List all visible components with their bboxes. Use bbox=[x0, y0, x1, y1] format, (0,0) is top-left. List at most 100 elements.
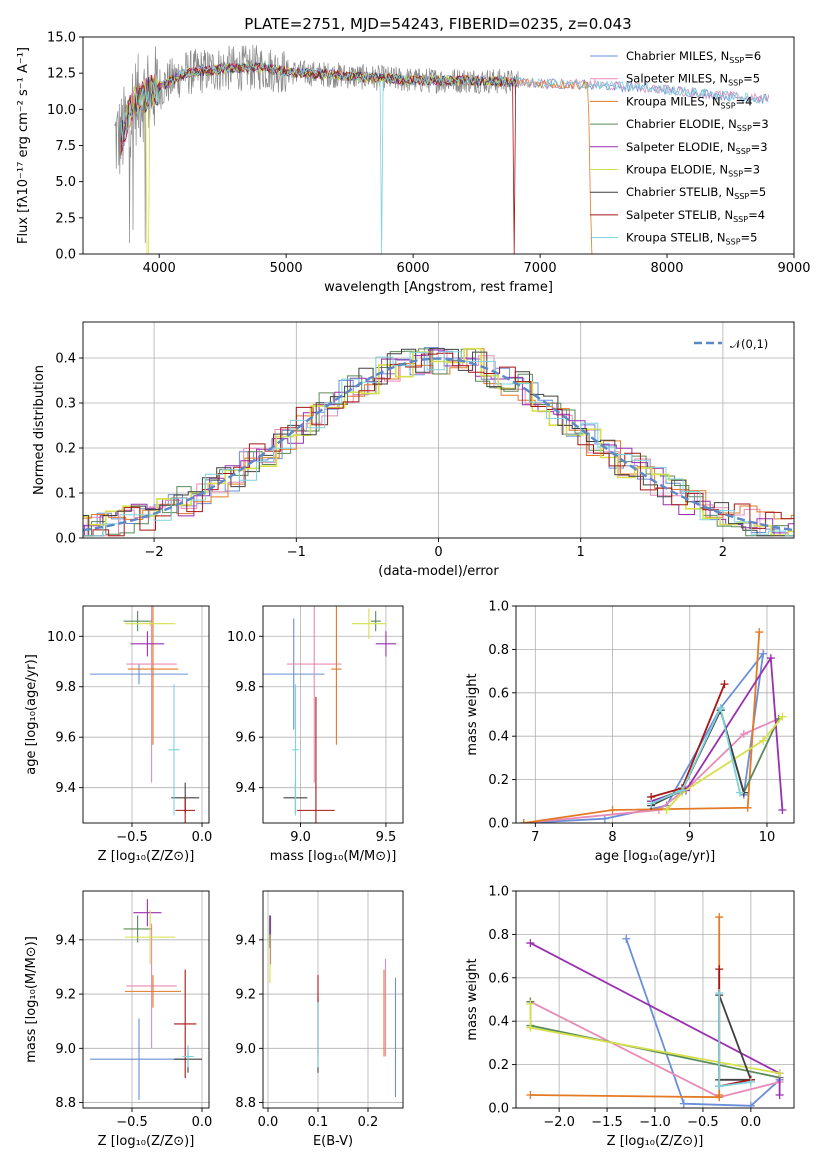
x-tick-label: 2 bbox=[719, 545, 727, 560]
mass-weight-marker bbox=[678, 786, 687, 795]
y-tick-label: 9.8 bbox=[55, 680, 76, 695]
error-bar-point bbox=[130, 631, 165, 657]
mass-weight-marker bbox=[715, 965, 724, 974]
x-tick-label: −1 bbox=[287, 545, 306, 560]
y-tick-label: 9.4 bbox=[55, 781, 76, 796]
x-tick-label: 0.0 bbox=[192, 1115, 213, 1130]
x-tick-label: 9.0 bbox=[290, 830, 311, 845]
y-tick-label: 9.4 bbox=[55, 933, 76, 948]
y-tick-label: 8.8 bbox=[235, 1096, 256, 1111]
y-tick-label: 0.6 bbox=[488, 971, 509, 986]
y-tick-label: 2.5 bbox=[55, 211, 76, 226]
y-tick-label: 0.2 bbox=[55, 442, 76, 457]
x-axis-label: E(B-V) bbox=[313, 1134, 353, 1149]
y-axis-label: mass weight bbox=[465, 673, 480, 755]
error-bar-point bbox=[126, 606, 177, 783]
legend-entry: Salpeter MILES, NSSP=5 bbox=[626, 72, 760, 88]
mass-weight-marker bbox=[759, 736, 768, 745]
y-tick-label: 5.0 bbox=[55, 175, 76, 190]
x-tick-label: −1.0 bbox=[639, 1115, 671, 1130]
axes-frame bbox=[82, 890, 210, 1109]
x-tick-label: −0.5 bbox=[116, 1115, 148, 1130]
error-bar-point bbox=[126, 923, 177, 1049]
y-tick-label: 0.1 bbox=[55, 487, 76, 502]
mass-weight-marker bbox=[526, 1090, 535, 1099]
x-axis-label: mass [log₁₀(M/M⊙)] bbox=[270, 849, 397, 864]
y-tick-label: 9.8 bbox=[235, 680, 256, 695]
massweight-vs-Z-plot-area bbox=[526, 913, 784, 1108]
mass-vs-EBV-panel: 0.0 0.1 0.2 8.8 9.0 9.2 9.4 E(B-V) bbox=[235, 890, 404, 1149]
age-vs-Z-panel: −0.5 0.0 9.4 9.6 9.8 10.0 Z [log₁₀(Z/Z⊙)] age [… bbox=[24, 605, 213, 864]
axes-frame bbox=[515, 890, 795, 1109]
y-tick-label: 0.8 bbox=[488, 928, 509, 943]
x-tick-label: 0.1 bbox=[308, 1115, 329, 1130]
mass-weight-marker bbox=[720, 680, 729, 689]
mass-weight-marker bbox=[608, 805, 617, 814]
axes-frame bbox=[82, 321, 795, 539]
residuals-panel: −2 −1 0 1 2 0.0 0.1 0.2 0.3 0.4 (data-model)/error… bbox=[32, 321, 795, 579]
spectrum-panel: 4000 5000 6000 7000 8000 9000 0.0 2.5 5.0 7.5 10.0… bbox=[16, 31, 811, 296]
spectrum-legend: Chabrier MILES, NSSP=6 Salpeter MILES, NS… bbox=[590, 49, 769, 247]
x-tick-label: 9000 bbox=[777, 261, 810, 276]
error-bar-point bbox=[292, 684, 299, 816]
x-tick-label: 1 bbox=[577, 545, 585, 560]
y-tick-label: 0.2 bbox=[488, 773, 509, 788]
error-bar-point bbox=[375, 631, 397, 657]
y-axis-label: mass [log₁₀(M/M⊙)] bbox=[24, 936, 39, 1063]
mass-weight-marker bbox=[778, 712, 787, 721]
error-bar-point bbox=[90, 664, 188, 685]
y-tick-label: 8.8 bbox=[55, 1096, 76, 1111]
legend-entry: Kroupa MILES, NSSP=4 bbox=[626, 94, 752, 110]
mass-weight-marker bbox=[679, 1099, 688, 1108]
y-tick-label: 10.0 bbox=[227, 630, 256, 645]
y-axis-label: mass weight bbox=[465, 958, 480, 1040]
y-tick-label: 0.4 bbox=[55, 352, 76, 367]
x-tick-label: 0.0 bbox=[192, 830, 213, 845]
x-tick-label: 6000 bbox=[397, 261, 430, 276]
mass-weight-series bbox=[523, 650, 765, 823]
figure-title: PLATE=2751, MJD=54243, FIBERID=0235, z=0… bbox=[244, 15, 631, 33]
x-tick-label: 7 bbox=[531, 830, 539, 845]
legend-entry: Salpeter STELIB, NSSP=4 bbox=[626, 208, 765, 224]
mass-weight-marker bbox=[519, 819, 528, 823]
mass-weight-marker bbox=[775, 1069, 784, 1078]
mass-weight-series bbox=[718, 994, 753, 1081]
x-tick-label: −2 bbox=[145, 545, 164, 560]
y-tick-label: 0.3 bbox=[55, 397, 76, 412]
mass-weight-marker bbox=[715, 1082, 724, 1091]
x-tick-label: 8000 bbox=[650, 261, 683, 276]
error-bar-point bbox=[127, 606, 179, 745]
error-bar-point bbox=[123, 915, 152, 943]
y-tick-label: 9.0 bbox=[55, 1042, 76, 1057]
mass-weight-marker bbox=[715, 988, 724, 997]
mass-weight-marker bbox=[739, 730, 748, 739]
y-tick-label: 0.6 bbox=[488, 686, 509, 701]
x-tick-label: 7000 bbox=[524, 261, 557, 276]
model-spectrum-line bbox=[120, 62, 518, 254]
x-tick-label: 10 bbox=[759, 830, 776, 845]
axes-frame bbox=[515, 605, 795, 824]
massweight-vs-Z-panel: −2.0 −1.5 −1.0 −0.5 0.0 0.0 0.2 0.4 0.6 0.8 1.0 Z [… bbox=[465, 885, 795, 1149]
mass-weight-marker bbox=[526, 999, 535, 1008]
mass-vs-Z-plot-area bbox=[90, 899, 202, 1100]
mass-weight-marker bbox=[775, 1090, 784, 1099]
y-tick-label: 9.6 bbox=[235, 731, 256, 746]
x-tick-label: −0.5 bbox=[687, 1115, 719, 1130]
error-bar-point bbox=[125, 621, 176, 627]
legend-entry: Salpeter ELODIE, NSSP=3 bbox=[626, 140, 768, 156]
mass-vs-Z-panel: −0.5 0.0 8.8 9.0 9.2 9.4 Z [log₁₀(Z/Z⊙)] mass [… bbox=[24, 890, 213, 1149]
x-tick-label: 4000 bbox=[143, 261, 176, 276]
y-tick-label: 10.0 bbox=[47, 630, 76, 645]
mass-weight-marker bbox=[526, 1023, 535, 1032]
error-bar-point bbox=[286, 606, 342, 783]
mass-weight-marker bbox=[526, 939, 535, 948]
massweight-vs-age-plot-area bbox=[519, 628, 787, 823]
mass-weight-marker bbox=[743, 803, 752, 812]
model-spectrum-line bbox=[120, 61, 769, 254]
mass-weight-marker bbox=[715, 913, 724, 922]
legend-entry: 𝒩(0,1) bbox=[730, 337, 768, 351]
residuals-plot-area bbox=[83, 347, 794, 537]
mass-weight-marker bbox=[647, 799, 656, 808]
mass-weight-series bbox=[523, 631, 761, 823]
y-axis-label: Normed distribution bbox=[32, 365, 47, 495]
